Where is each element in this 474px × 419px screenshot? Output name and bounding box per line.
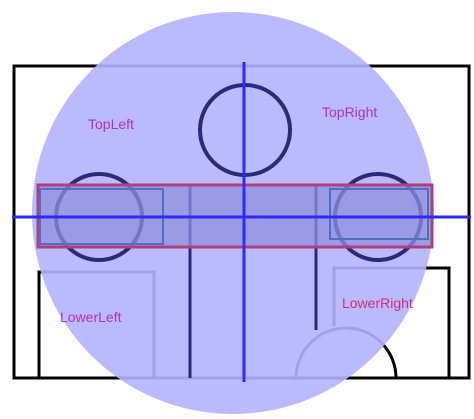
label-top-left: TopLeft [88,116,134,132]
band-inner-right-box [329,188,429,240]
label-lower-left: LowerLeft [60,309,122,325]
label-top-right: TopRight [322,104,377,120]
label-lower-right: LowerRight [342,295,413,311]
